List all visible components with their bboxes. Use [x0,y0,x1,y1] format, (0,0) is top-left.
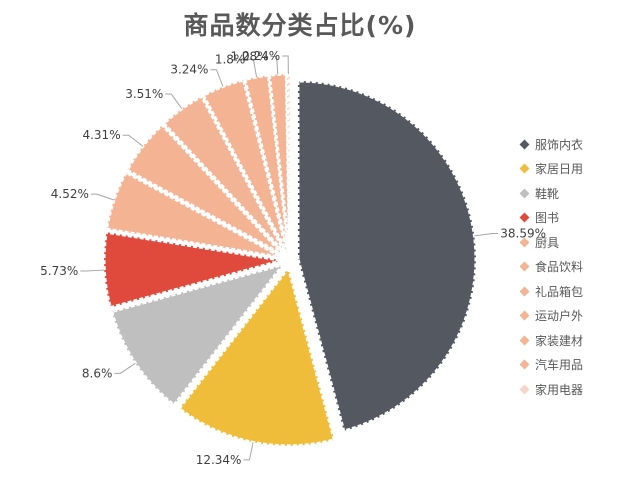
legend-swatch [519,286,530,297]
slice-label: 1.28% [230,49,268,63]
legend-item: 服饰内衣 [519,132,584,157]
slice-label: 4.52% [51,187,89,201]
legend-item: 家用电器 [519,377,584,402]
legend-label: 图书 [535,211,560,226]
leader-line [282,55,289,75]
slice-label: 1.8% [215,52,246,66]
legend-item: 图书 [519,206,583,231]
legend-item: 家装建材 [519,328,584,353]
leader-line [210,69,224,87]
chart-title: 商品数分类占比(%) [183,11,417,40]
pie-slice [109,261,288,408]
pie-slice [102,230,283,310]
leader-line [114,362,136,374]
slice-label: 4.31% [82,128,120,142]
legend-swatch [519,335,530,346]
legend-item: 食品饮料 [519,255,584,280]
legend-item: 鞋靴 [519,181,583,206]
legend-item: 礼品箱包 [519,279,584,304]
legend-label: 家居日用 [535,162,584,177]
chart-legend: 服饰内衣家居日用鞋靴图书厨具食品饮料礼品箱包运动户外家装建材汽车用品家用电器 [519,132,584,402]
slice-label: 0.24% [242,49,280,63]
legend-swatch [519,188,530,199]
pie-slice [296,79,478,433]
legend-label: 家用电器 [535,382,584,397]
leader-line [270,55,279,75]
legend-label: 食品饮料 [535,260,584,275]
slice-label: 12.34% [196,453,242,467]
leader-line [90,193,115,201]
slice-label: 3.51% [125,87,163,101]
legend-label: 鞋靴 [535,186,560,201]
legend-swatch [519,237,530,248]
legend-label: 礼品箱包 [535,284,584,299]
leader-line [247,58,258,78]
legend-item: 汽车用品 [519,353,584,378]
legend-swatch [519,163,530,174]
legend-swatch [519,384,530,395]
legend-label: 服饰内衣 [535,137,584,152]
legend-swatch [519,310,530,321]
pie-slice [161,94,287,255]
legend-label: 运动户外 [535,309,584,324]
legend-label: 厨具 [535,235,560,250]
legend-label: 家装建材 [535,333,584,348]
legend-swatch [519,212,530,223]
slice-label: 8.6% [82,366,113,380]
legend-label: 汽车用品 [535,358,584,373]
pie-slice [285,72,292,253]
slice-label: 3.24% [170,63,208,77]
slice-label: 38.59% [500,226,546,240]
legend-swatch [519,261,530,272]
legend-swatch [519,359,530,370]
leader-line [80,269,105,272]
legend-item: 家居日用 [519,157,584,182]
pie-slice [104,170,284,259]
legend-item: 厨具 [519,230,583,255]
leader-line [474,232,499,237]
leader-line [165,93,183,109]
leader-line [122,134,144,147]
legend-swatch [519,139,530,150]
pie-slice [177,264,337,448]
legend-item: 运动户外 [519,304,584,329]
slice-label: 5.73% [40,264,78,278]
leader-line [243,442,254,461]
